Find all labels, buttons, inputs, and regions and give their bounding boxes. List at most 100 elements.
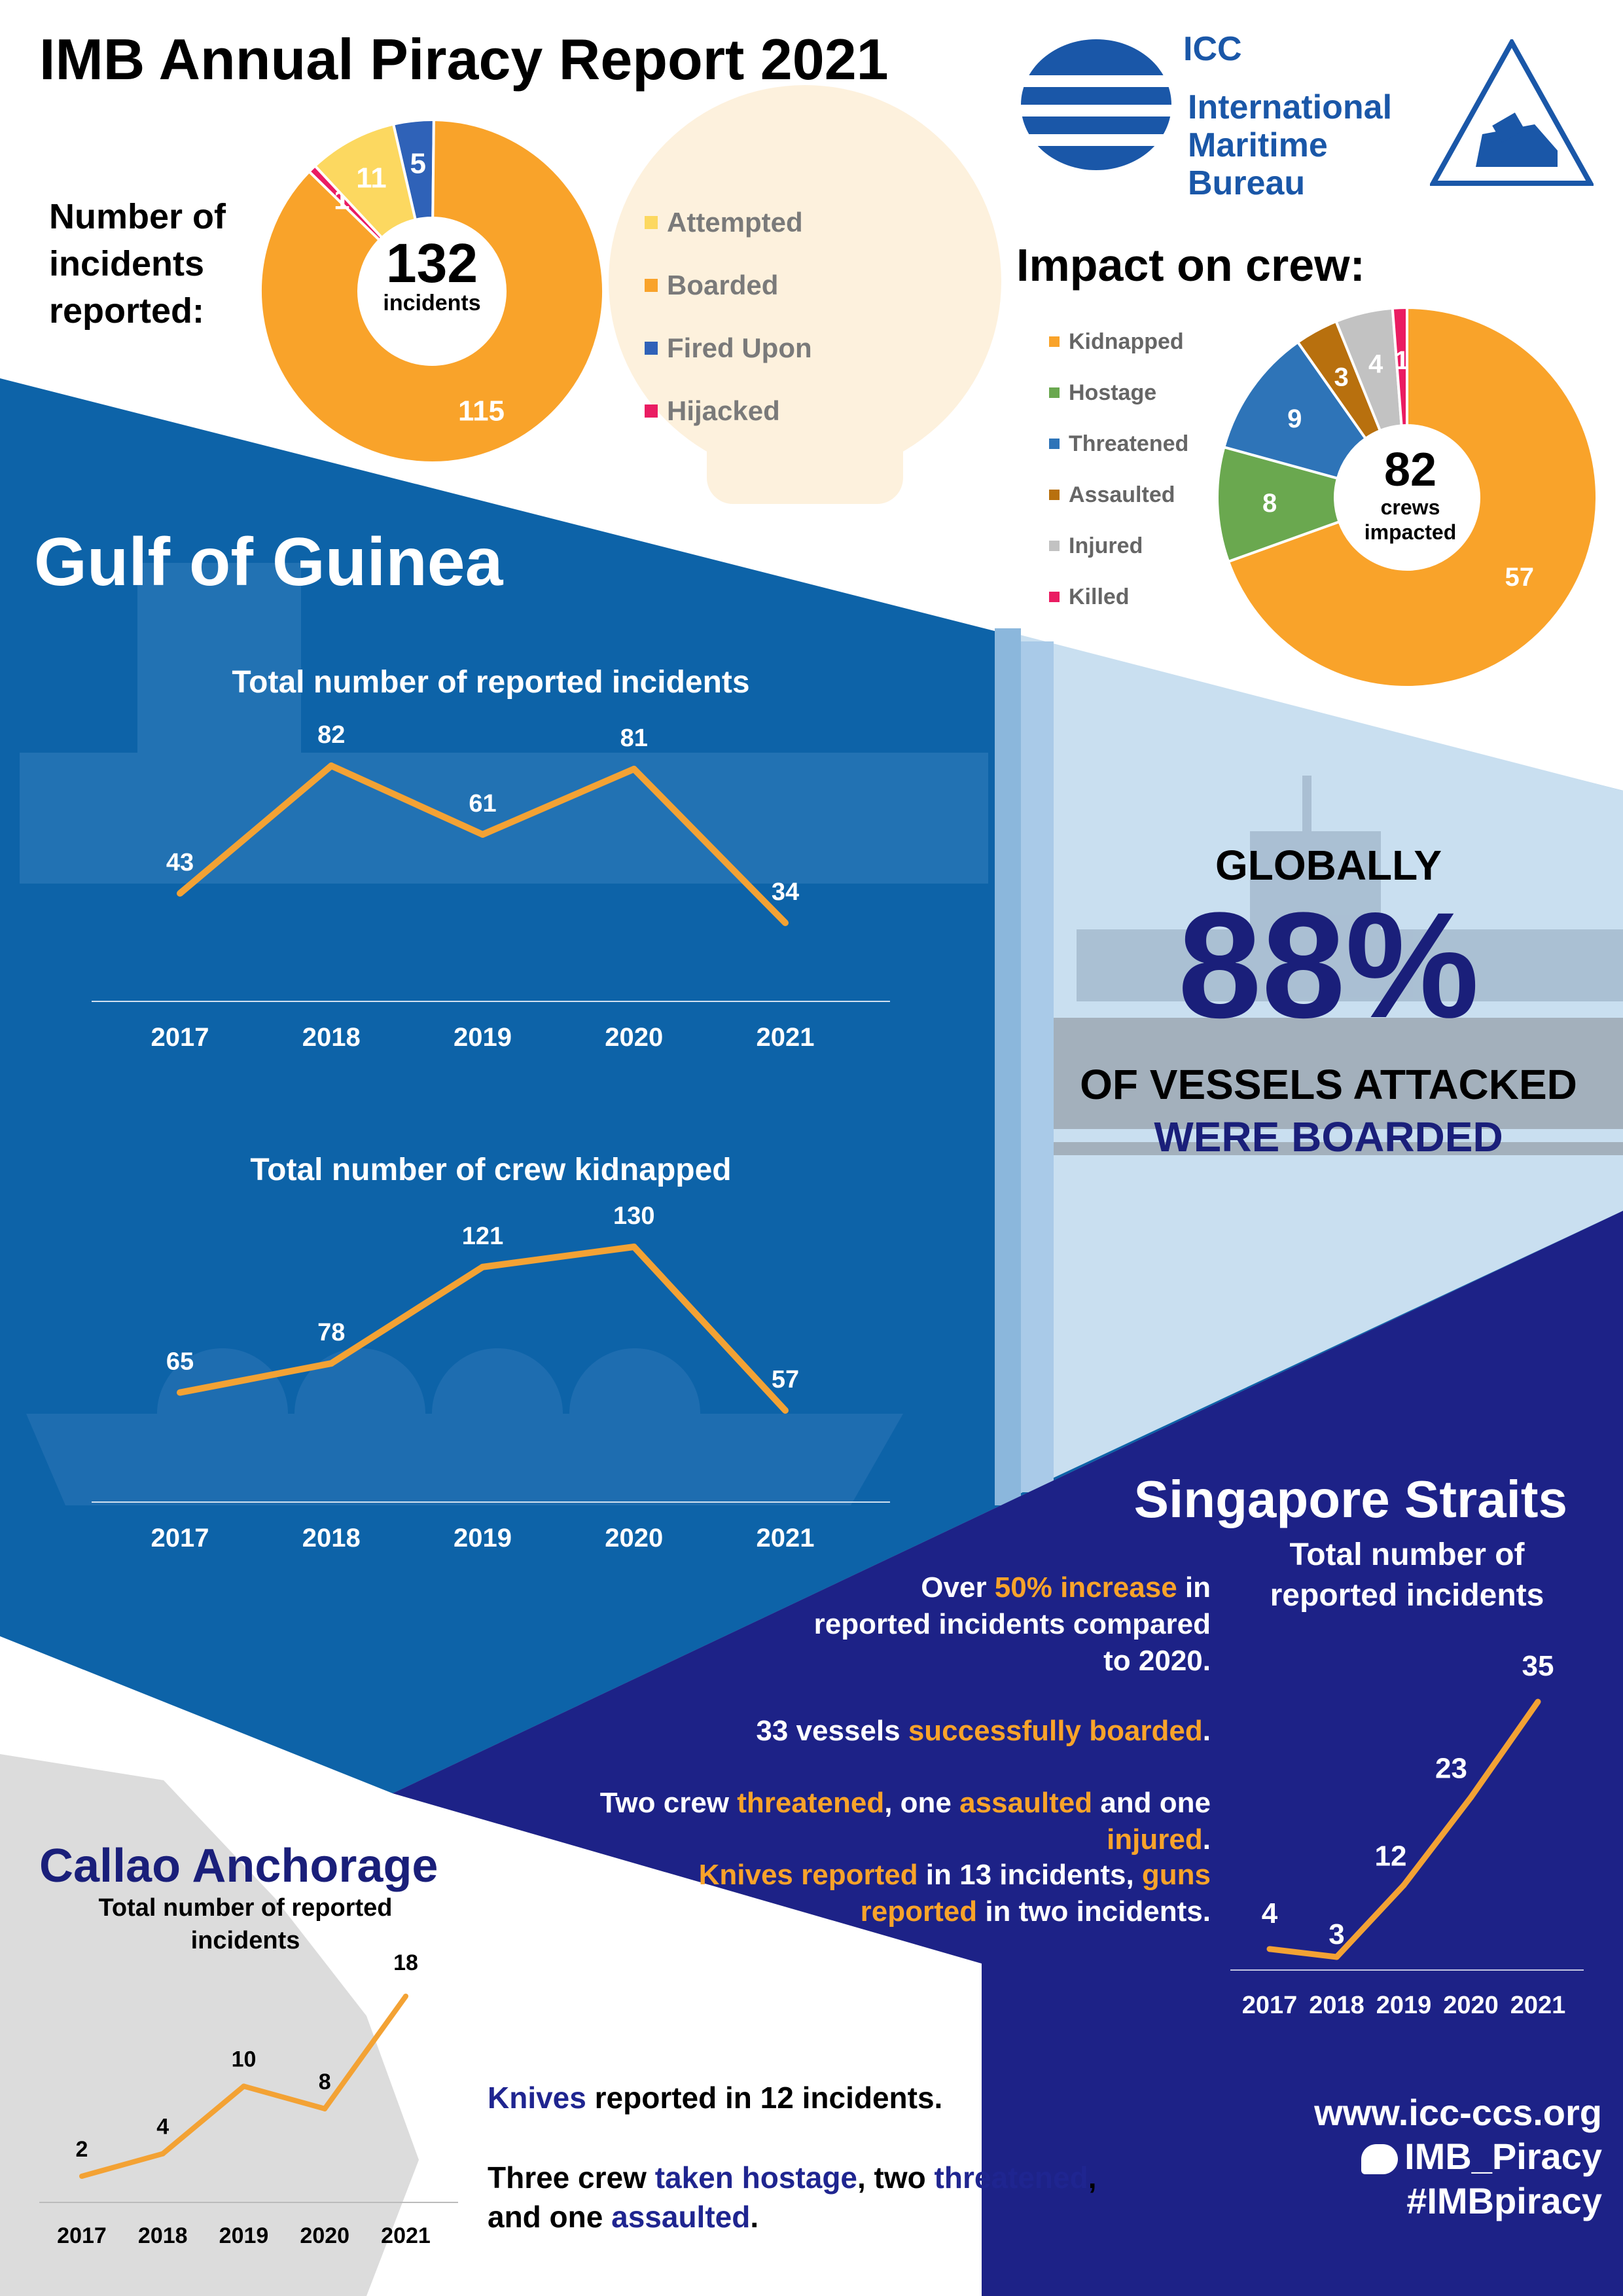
tick-label-2021: 2021	[381, 2223, 431, 2248]
terminal-building-icon	[1077, 776, 1623, 1001]
fact1-line-3: to 2020.	[1103, 1645, 1211, 1677]
legend-item-threatened: Threatened	[1049, 418, 1188, 469]
series-line	[1269, 1700, 1541, 1960]
data-point-2021	[782, 1407, 789, 1414]
impact-total-label-2: impacted	[1364, 520, 1457, 544]
legend-label-boarded: Boarded	[667, 270, 779, 300]
series-line	[177, 762, 788, 925]
legend-item-kidnapped: Kidnapped	[1049, 316, 1188, 367]
global-line-4: WERE BOARDED	[1154, 1113, 1503, 1160]
tick-label-2019: 2019	[454, 1524, 512, 1552]
cfact2-part-1: Three crew	[488, 2161, 655, 2195]
legend-swatch-killed	[1049, 592, 1060, 602]
legend-swatch-attempted	[645, 216, 658, 229]
data-point-2020	[322, 2106, 328, 2111]
data-label-2021: 57	[772, 1366, 799, 1393]
legend-label-hijacked: Hijacked	[667, 395, 780, 426]
tick-label-2017: 2017	[151, 1524, 209, 1552]
impact-donut-center: 82 crews impacted	[1338, 445, 1482, 545]
data-label-2021: 18	[393, 1950, 418, 1975]
data-point-2018	[160, 2151, 166, 2157]
fact4-hl-2: guns	[1141, 1859, 1211, 1891]
impact-total: 82	[1383, 444, 1437, 496]
chart-title: Total number of crew kidnapped	[250, 1153, 731, 1187]
tick-label-2019: 2019	[454, 1023, 512, 1052]
data-label-2017: 2	[76, 2137, 88, 2162]
singapore-fact-3: Two crew threatened, one assaulted and o…	[491, 1785, 1211, 1858]
legend-item-injured: Injured	[1049, 520, 1188, 571]
cfact2-hl-2: threatened	[934, 2161, 1088, 2195]
data-label-2020: 8	[319, 2070, 331, 2094]
south-america-map-icon	[0, 1754, 419, 2296]
callao-line-chart: 2 2017 4 2018 10 2019 8 2020 18 2021	[39, 1950, 458, 2248]
legend-item-fired-upon: Fired Upon	[645, 317, 812, 380]
tick-label-2020: 2020	[605, 1023, 663, 1052]
fact3-part-5: and one	[1092, 1787, 1211, 1819]
legend-item-hijacked: Hijacked	[645, 380, 812, 442]
callao-fact-2: Three crew taken hostage, two threatened…	[488, 2158, 1097, 2236]
legend-label-fired-upon: Fired Upon	[667, 332, 812, 363]
data-point-2021	[782, 920, 789, 926]
impact-total-label-1: crews	[1380, 495, 1440, 519]
chart-title: Total number of reported incidents	[232, 665, 749, 700]
data-label-2017: 4	[1262, 1897, 1278, 1929]
legend-swatch-assaulted	[1049, 490, 1060, 500]
tick-label-2018: 2018	[138, 2223, 188, 2248]
data-label-2018: 78	[317, 1319, 345, 1346]
skull-watermark-icon	[609, 85, 1001, 504]
hashtag[interactable]: #IMBpiracy	[1406, 2180, 1602, 2221]
tick-label-2019: 2019	[219, 2223, 269, 2248]
logo-name-line-1: International	[1188, 88, 1393, 126]
website-link[interactable]: www.icc-ccs.org	[1314, 2092, 1602, 2133]
singapore-line-chart: 4 2017 3 2018 12 2019 23 2020 35 2021	[1230, 1650, 1584, 2019]
slice-label-kidnapped: 57	[1505, 563, 1535, 592]
impact-legend: Kidnapped Hostage Threatened Assaulted Injur…	[1049, 316, 1188, 622]
data-label-2018: 4	[156, 2115, 169, 2140]
data-point-2017	[177, 890, 183, 897]
data-label-2019: 121	[462, 1223, 503, 1250]
incidents-reported-label: Number of incidents reported:	[49, 193, 226, 334]
twitter-handle[interactable]: IMB_Piracy	[1361, 2135, 1602, 2178]
data-point-2017	[1266, 1946, 1273, 1952]
slice-boarded	[259, 118, 605, 464]
series-line	[179, 1244, 788, 1413]
legend-label-killed: Killed	[1069, 584, 1130, 609]
incidents-total-label: incidents	[383, 291, 481, 315]
data-point-2020	[1468, 1794, 1474, 1801]
tick-label-2018: 2018	[302, 1023, 361, 1052]
data-point-2018	[1334, 1954, 1340, 1960]
fact3-part-3: , one	[884, 1787, 960, 1819]
slice-threatened	[1222, 340, 1368, 480]
data-label-2020: 23	[1435, 1752, 1467, 1784]
fact3-part-7: .	[1202, 1823, 1211, 1856]
singapore-subtitle-line-2: reported incidents	[1270, 1578, 1544, 1613]
data-label-2017: 65	[166, 1348, 194, 1376]
data-label-2019: 12	[1375, 1840, 1407, 1872]
tick-label-2021: 2021	[757, 1023, 815, 1052]
cfact3-part-3: .	[750, 2200, 759, 2234]
tick-label-2019: 2019	[1376, 1992, 1432, 2019]
slice-attempted	[313, 122, 418, 240]
global-label: GLOBALLY	[1215, 842, 1442, 889]
slice-killed	[1391, 308, 1408, 427]
slice-label-threatened: 9	[1287, 404, 1302, 433]
impact-title: Impact on crew:	[1016, 240, 1365, 291]
twitter-bird-icon	[1361, 2144, 1399, 2175]
slice-label-killed: 1	[1395, 346, 1409, 375]
icc-wave-logo-icon	[1018, 39, 1175, 170]
legend-item-boarded: Boarded	[645, 254, 812, 317]
slice-kidnapped	[1226, 308, 1597, 687]
singapore-title: Singapore Straits	[1133, 1470, 1567, 1528]
tick-label-2020: 2020	[605, 1524, 663, 1552]
fact1-line-2: reported incidents compared	[813, 1608, 1211, 1640]
legend-item-killed: Killed	[1049, 571, 1188, 622]
singapore-fact-4: Knives reported in 13 incidents, guns re…	[491, 1857, 1211, 1930]
slice-label-hostage: 8	[1262, 489, 1277, 518]
impact-donut-chart: 57 8 9 3 4 1	[1217, 308, 1597, 687]
data-point-2020	[630, 1244, 637, 1250]
slice-label-assaulted: 3	[1334, 363, 1349, 392]
tick-label-2020: 2020	[1443, 1992, 1499, 2019]
slice-hostage	[1217, 445, 1342, 564]
legend-swatch-kidnapped	[1049, 336, 1060, 347]
lng-ship-silhouette-icon	[26, 1348, 903, 1505]
